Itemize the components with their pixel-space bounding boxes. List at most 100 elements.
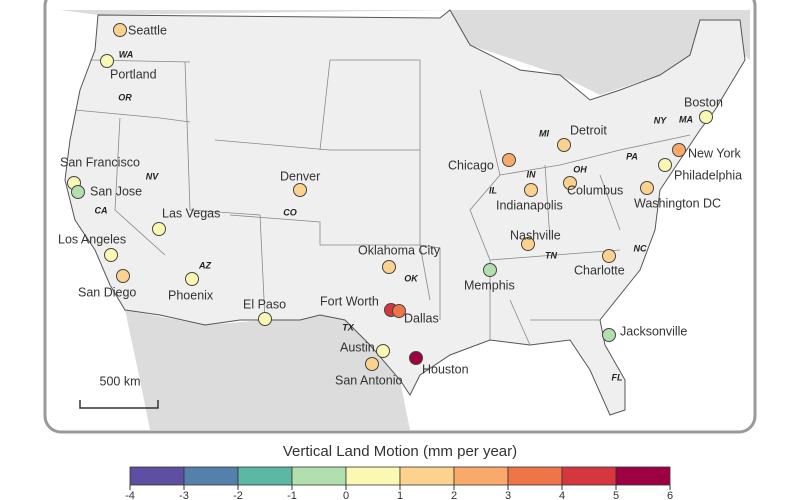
city-label: Houston [422, 362, 469, 376]
colorbar-swatch [291, 466, 347, 486]
city-marker [640, 181, 654, 195]
colorbar-swatch [453, 466, 509, 486]
city-label: San Francisco [60, 155, 140, 169]
state-borders [74, 59, 691, 346]
city-label: Portland [110, 67, 157, 81]
city-label: Los Angeles [58, 232, 126, 246]
colorbar-tick-label: -3 [179, 490, 189, 500]
city-marker [392, 304, 406, 318]
city-label: New York [688, 146, 742, 160]
state-label: MI [539, 128, 549, 138]
city-label: Seattle [128, 23, 167, 37]
city-label: Oklahoma City [358, 243, 441, 257]
city-label: Washington DC [634, 196, 721, 210]
city-label: San Antonio [335, 373, 402, 387]
city-label: Columbus [567, 183, 623, 197]
scale-bar [79, 400, 159, 409]
state-label: FL [612, 372, 623, 382]
mexico [125, 310, 410, 430]
state-label: OK [404, 273, 419, 283]
city-marker [71, 185, 85, 199]
colorbar-swatch [183, 466, 239, 486]
city-label: Philadelphia [674, 168, 742, 182]
city-label: Indianapolis [496, 198, 563, 212]
city-marker [521, 237, 535, 251]
city-label: El Paso [243, 297, 286, 311]
city-label: Chicago [448, 158, 494, 172]
city-label: San Jose [90, 184, 142, 198]
state-label: CO [283, 207, 297, 217]
colorbar-tick-label: 5 [613, 490, 619, 500]
state-label: OR [118, 92, 132, 102]
colorbar-tick-label: 0 [343, 490, 349, 500]
city-marker [699, 110, 713, 124]
city-marker [602, 249, 616, 263]
colorbar-swatch [345, 466, 401, 486]
city-marker [152, 222, 166, 236]
colorbar-swatch [129, 466, 185, 486]
colorbar-swatch [507, 466, 563, 486]
city-label: Nashville [510, 228, 561, 242]
city-label: Jacksonville [620, 324, 687, 338]
city-marker [502, 153, 516, 167]
city-marker [524, 183, 538, 197]
city-label: Las Vegas [162, 206, 220, 220]
colorbar-swatch [399, 466, 455, 486]
city-marker [258, 312, 272, 326]
scale-label: 500 km [100, 374, 141, 388]
colorbar-title: Vertical Land Motion (mm per year) [283, 443, 517, 460]
colorbar-swatch [615, 466, 671, 486]
city-marker [365, 357, 379, 371]
city-label: Boston [684, 95, 723, 109]
city-marker [382, 260, 396, 274]
city-marker [483, 263, 497, 277]
city-marker [557, 138, 571, 152]
state-label: NY [654, 115, 667, 125]
city-label: San Diego [78, 285, 136, 299]
city-label: Charlotte [574, 263, 625, 277]
colorbar-tick-label: 6 [667, 490, 673, 500]
city-label: Detroit [570, 123, 607, 137]
state-label: OH [573, 164, 587, 174]
state-label: WA [119, 49, 134, 59]
state-label: PA [626, 151, 638, 161]
city-marker [672, 143, 686, 157]
colorbar-tick-label: 3 [505, 490, 511, 500]
city-marker [376, 344, 390, 358]
city-marker [116, 269, 130, 283]
city-marker [104, 248, 118, 262]
colorbar-tick-label: -2 [233, 490, 243, 500]
state-label: IN [527, 169, 537, 179]
colorbar-tick-label: -4 [125, 490, 135, 500]
state-label: IL [489, 185, 497, 195]
city-label: Dallas [404, 311, 439, 325]
state-label: NV [146, 171, 159, 181]
city-label: Denver [280, 169, 320, 183]
state-label: AZ [198, 260, 211, 270]
city-marker [100, 54, 114, 68]
canada [60, 10, 750, 95]
colorbar-tick-label: -1 [287, 490, 297, 500]
colorbar-swatch [561, 466, 617, 486]
colorbar-swatch [237, 466, 293, 486]
city-marker [113, 23, 127, 37]
city-label: Fort Worth [320, 294, 379, 308]
colorbar-tick-label: 2 [451, 490, 457, 500]
city-marker [658, 158, 672, 172]
city-marker [563, 176, 577, 190]
colorbar-tick-label: 1 [397, 490, 403, 500]
city-marker [293, 183, 307, 197]
us-land [64, 9, 746, 416]
city-marker [409, 351, 423, 365]
colorbar-tick-label: 4 [559, 490, 565, 500]
state-label: TN [545, 250, 557, 260]
state-label: MA [679, 114, 693, 124]
city-label: Austin [340, 340, 375, 354]
city-marker [602, 328, 616, 342]
city-label: Memphis [464, 278, 515, 292]
state-label: CA [95, 205, 108, 215]
state-label: TX [342, 322, 354, 332]
city-label: Phoenix [168, 288, 214, 302]
state-label: NC [634, 243, 647, 253]
